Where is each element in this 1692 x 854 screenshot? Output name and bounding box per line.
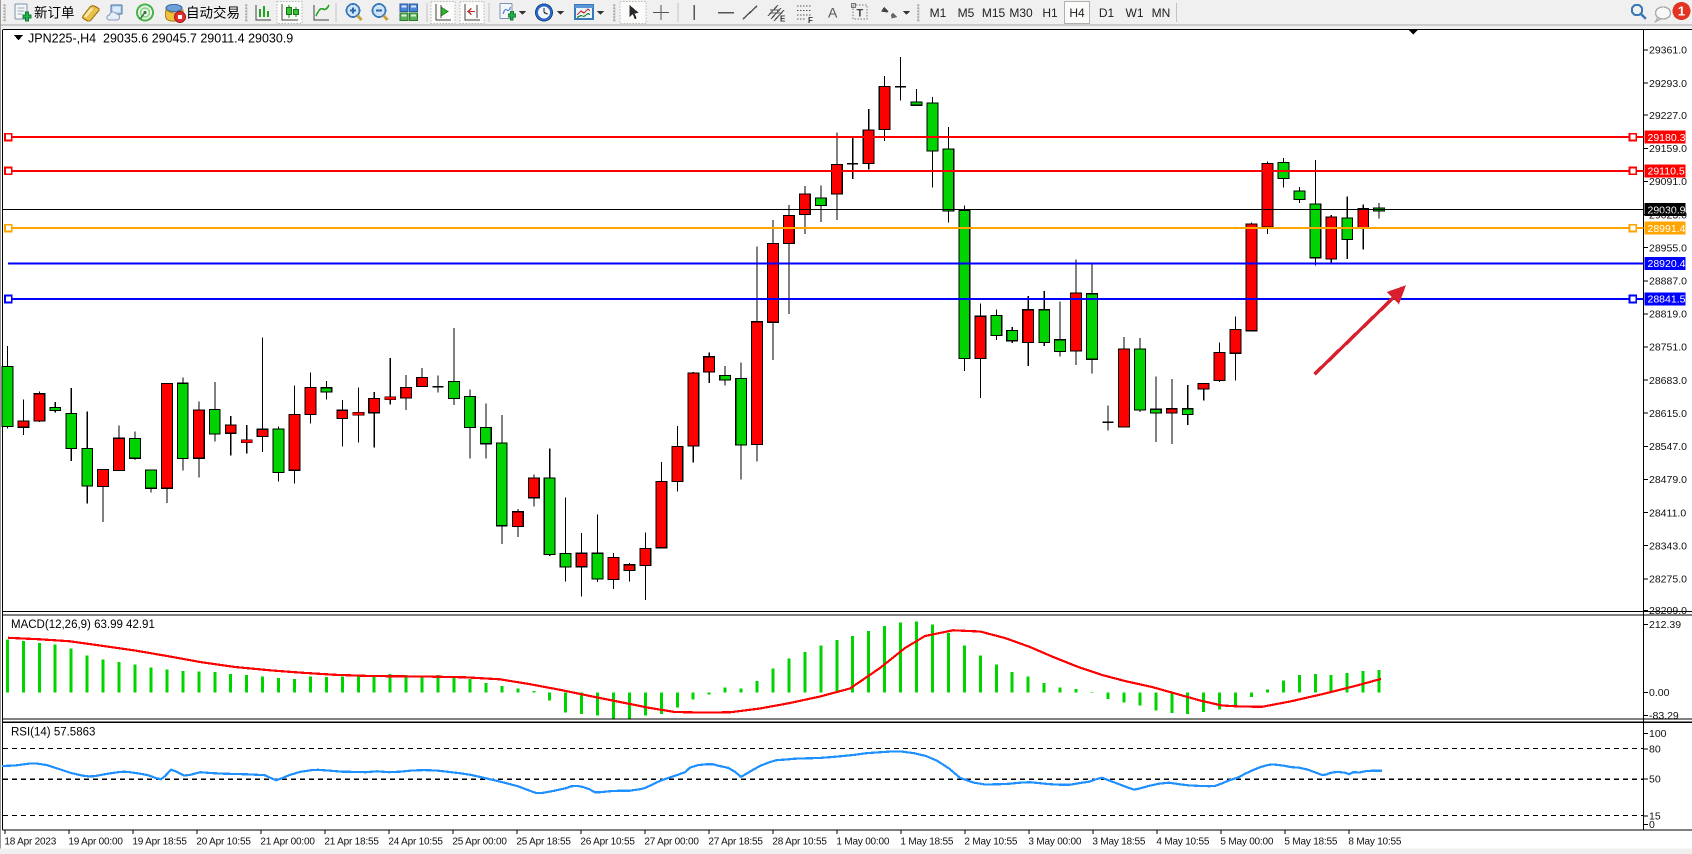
svg-text:1 May 00:00: 1 May 00:00 bbox=[836, 837, 889, 848]
svg-text:28 Apr 10:55: 28 Apr 10:55 bbox=[772, 837, 827, 848]
svg-text:M1: M1 bbox=[930, 6, 947, 20]
svg-text:26 Apr 10:55: 26 Apr 10:55 bbox=[580, 837, 635, 848]
svg-text:28841.5: 28841.5 bbox=[1648, 294, 1686, 306]
svg-text:MACD(12,26,9) 63.99 42.91: MACD(12,26,9) 63.99 42.91 bbox=[11, 619, 155, 631]
svg-text:28479.0: 28479.0 bbox=[1649, 474, 1687, 486]
svg-text:19 Apr 18:55: 19 Apr 18:55 bbox=[132, 837, 187, 848]
svg-text:28275.0: 28275.0 bbox=[1649, 574, 1687, 586]
svg-text:28683.0: 28683.0 bbox=[1649, 375, 1687, 387]
svg-text:3 May 18:55: 3 May 18:55 bbox=[1092, 837, 1145, 848]
svg-text:80: 80 bbox=[1649, 744, 1661, 756]
svg-text:1 May 18:55: 1 May 18:55 bbox=[900, 837, 953, 848]
svg-text:29293.0: 29293.0 bbox=[1649, 78, 1687, 90]
svg-text:2 May 10:55: 2 May 10:55 bbox=[964, 837, 1017, 848]
svg-text:MN: MN bbox=[1152, 6, 1171, 20]
svg-text:28209.0: 28209.0 bbox=[1649, 605, 1687, 617]
svg-text:29361.0: 29361.0 bbox=[1649, 45, 1687, 57]
svg-text:28887.0: 28887.0 bbox=[1649, 276, 1687, 288]
svg-text:29159.0: 29159.0 bbox=[1649, 143, 1687, 155]
svg-text:27 Apr 18:55: 27 Apr 18:55 bbox=[708, 837, 763, 848]
svg-text:8 May 10:55: 8 May 10:55 bbox=[1348, 837, 1401, 848]
svg-text:29180.3: 29180.3 bbox=[1648, 132, 1686, 144]
svg-text:H1: H1 bbox=[1042, 6, 1058, 20]
svg-text:24 Apr 10:55: 24 Apr 10:55 bbox=[388, 837, 443, 848]
svg-text:4 May 10:55: 4 May 10:55 bbox=[1156, 837, 1209, 848]
svg-text:29227.0: 29227.0 bbox=[1649, 110, 1687, 122]
svg-text:25 Apr 00:00: 25 Apr 00:00 bbox=[452, 837, 507, 848]
svg-text:RSI(14) 57.5863: RSI(14) 57.5863 bbox=[11, 727, 95, 739]
svg-text:5 May 00:00: 5 May 00:00 bbox=[1220, 837, 1273, 848]
svg-text:0: 0 bbox=[1649, 819, 1655, 831]
svg-text:25 Apr 18:55: 25 Apr 18:55 bbox=[516, 837, 571, 848]
svg-text:29091.0: 29091.0 bbox=[1649, 176, 1687, 188]
svg-text:28547.0: 28547.0 bbox=[1649, 441, 1687, 453]
svg-text:3 May 00:00: 3 May 00:00 bbox=[1028, 837, 1081, 848]
svg-text:20 Apr 10:55: 20 Apr 10:55 bbox=[196, 837, 251, 848]
svg-text:29023.0: 29023.0 bbox=[1649, 209, 1687, 221]
svg-text:28991.4: 28991.4 bbox=[1648, 223, 1686, 235]
svg-text:-83.29: -83.29 bbox=[1649, 710, 1679, 722]
svg-text:新订单: 新订单 bbox=[34, 6, 75, 21]
svg-text:19 Apr 00:00: 19 Apr 00:00 bbox=[68, 837, 123, 848]
svg-text:27 Apr 00:00: 27 Apr 00:00 bbox=[644, 837, 699, 848]
svg-text:21 Apr 00:00: 21 Apr 00:00 bbox=[260, 837, 315, 848]
svg-text:F: F bbox=[808, 16, 813, 25]
svg-text:M5: M5 bbox=[958, 6, 975, 20]
svg-text:29110.5: 29110.5 bbox=[1648, 166, 1685, 178]
svg-text:M30: M30 bbox=[1009, 6, 1033, 20]
svg-text:28411.0: 28411.0 bbox=[1649, 507, 1686, 519]
svg-text:自动交易: 自动交易 bbox=[186, 5, 240, 21]
svg-text:28343.0: 28343.0 bbox=[1649, 540, 1687, 552]
svg-text:100: 100 bbox=[1649, 728, 1667, 740]
svg-text:T: T bbox=[857, 8, 864, 20]
svg-text:5 May 18:55: 5 May 18:55 bbox=[1284, 837, 1337, 848]
svg-text:D1: D1 bbox=[1099, 6, 1115, 20]
svg-text:M15: M15 bbox=[982, 6, 1006, 20]
svg-text:1: 1 bbox=[1678, 4, 1685, 19]
svg-text:JPN225-,H4 29035.6 29045.7 29: JPN225-,H4 29035.6 29045.7 29011.4 29030… bbox=[28, 32, 293, 46]
svg-text:15: 15 bbox=[1649, 811, 1661, 823]
svg-text:A: A bbox=[828, 5, 838, 21]
svg-text:0.00: 0.00 bbox=[1649, 687, 1670, 699]
svg-text:28819.0: 28819.0 bbox=[1649, 309, 1687, 321]
svg-text:E: E bbox=[780, 15, 786, 24]
svg-text:29030.9: 29030.9 bbox=[1648, 204, 1686, 216]
svg-text:18 Apr 2023: 18 Apr 2023 bbox=[4, 837, 56, 848]
svg-text:28615.0: 28615.0 bbox=[1649, 408, 1687, 420]
svg-text:H4: H4 bbox=[1069, 6, 1085, 20]
svg-text:28955.0: 28955.0 bbox=[1649, 242, 1687, 254]
svg-text:W1: W1 bbox=[1126, 6, 1144, 20]
svg-text:28751.0: 28751.0 bbox=[1649, 342, 1687, 354]
svg-text:28920.4: 28920.4 bbox=[1648, 258, 1686, 270]
svg-text:50: 50 bbox=[1649, 774, 1661, 786]
svg-text:212.39: 212.39 bbox=[1649, 619, 1681, 631]
svg-text:21 Apr 18:55: 21 Apr 18:55 bbox=[324, 837, 379, 848]
